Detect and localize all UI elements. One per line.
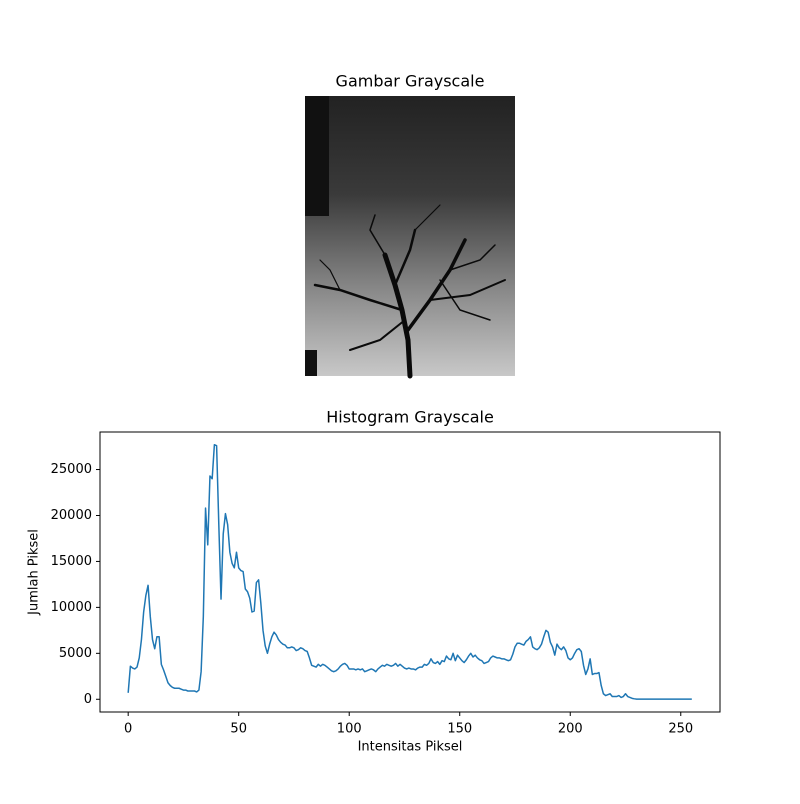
x-tick-label: 150 [447,722,472,737]
y-tick-label: 25000 [51,462,92,477]
x-tick-label: 250 [668,722,693,737]
x-tick-label: 0 [124,722,132,737]
grayscale-image [305,96,515,379]
x-tick-label: 50 [230,722,247,737]
y-tick-label: 15000 [51,554,92,569]
plot-frame [99,431,721,713]
x-tick-label: 200 [558,722,583,737]
x-axis-label: Intensitas Piksel [358,740,463,755]
chart-title: Histogram Grayscale [326,408,494,427]
y-tick-label: 0 [84,692,92,707]
y-tick-label: 20000 [51,508,92,523]
x-tick-label: 100 [337,722,362,737]
histogram-line [127,443,692,700]
image-title: Gambar Grayscale [336,72,485,91]
y-axis-label: Jumlah Piksel [27,529,42,616]
y-tick-label: 5000 [59,646,92,661]
y-tick-label: 10000 [51,600,92,615]
